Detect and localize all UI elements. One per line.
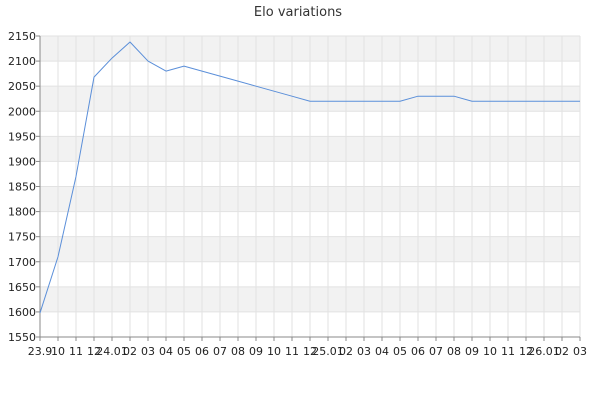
x-tick-label: 03 (141, 345, 155, 358)
x-tick-label: 07 (213, 345, 227, 358)
data-point (201, 70, 204, 73)
data-point (255, 85, 258, 88)
x-tick-label: 25.01 (312, 345, 344, 358)
y-tick-label: 2050 (8, 80, 36, 93)
x-tick-label: 07 (429, 345, 443, 358)
y-tick-label: 1950 (8, 130, 36, 143)
data-point (111, 57, 114, 60)
data-point (579, 100, 582, 103)
data-point (147, 60, 150, 63)
data-point (129, 41, 132, 44)
data-point (417, 95, 420, 98)
y-tick-label: 2000 (8, 105, 36, 118)
x-tick-label: 23.9 (28, 345, 53, 358)
y-tick-label: 1800 (8, 206, 36, 219)
data-point (345, 100, 348, 103)
y-tick-label: 2100 (8, 55, 36, 68)
data-point (237, 80, 240, 83)
data-point (309, 100, 312, 103)
y-tick-label: 1850 (8, 181, 36, 194)
data-point (507, 100, 510, 103)
data-point (525, 100, 528, 103)
y-tick-label: 1750 (8, 231, 36, 244)
x-tick-label: 09 (249, 345, 263, 358)
data-point (543, 100, 546, 103)
x-tick-label: 09 (465, 345, 479, 358)
data-point (363, 100, 366, 103)
data-point (39, 311, 42, 314)
data-point (291, 95, 294, 98)
x-tick-label: 10 (483, 345, 497, 358)
x-tick-label: 08 (447, 345, 461, 358)
x-tick-label: 12 (303, 345, 317, 358)
data-point (471, 100, 474, 103)
grid-lines (39, 35, 581, 338)
x-tick-label: 02 (123, 345, 137, 358)
x-tick-label: 11 (501, 345, 515, 358)
series-line (39, 41, 580, 314)
y-tick-label: 1550 (8, 331, 36, 344)
data-point (381, 100, 384, 103)
x-tick-label: 05 (177, 345, 191, 358)
data-point (273, 90, 276, 93)
x-tick-label: 08 (231, 345, 245, 358)
data-point (165, 70, 168, 73)
data-point (57, 255, 60, 258)
y-tick-label: 1700 (8, 256, 36, 269)
x-tick-label: 10 (51, 345, 65, 358)
x-tick-label: 02 (555, 345, 569, 358)
data-point (399, 100, 402, 103)
data-point (489, 100, 492, 103)
y-tick-label: 1900 (8, 155, 36, 168)
x-tick-label: 11 (69, 345, 83, 358)
x-tick-label: 26.01 (528, 345, 560, 358)
data-point (219, 75, 222, 78)
chart-title: Elo variations (254, 5, 342, 20)
data-point (453, 95, 456, 98)
data-point (93, 76, 96, 79)
x-tick-label: 04 (375, 345, 389, 358)
data-point (435, 95, 438, 98)
y-axis-ticks: 1550 1600 1650 1700 1750 1800 1850 1900 1950 2000… (8, 30, 40, 344)
x-tick-label: 05 (393, 345, 407, 358)
x-tick-label: 02 (339, 345, 353, 358)
x-tick-label: 03 (357, 345, 371, 358)
x-tick-label: 24.01 (96, 345, 128, 358)
data-point (75, 175, 78, 178)
x-tick-label: 06 (411, 345, 425, 358)
data-point (561, 100, 564, 103)
series-layer (39, 41, 582, 314)
y-tick-label: 1600 (8, 306, 36, 319)
x-tick-label: 10 (267, 345, 281, 358)
y-tick-label: 1650 (8, 281, 36, 294)
x-tick-label: 12 (87, 345, 101, 358)
x-tick-label: 12 (519, 345, 533, 358)
y-tick-label: 2150 (8, 30, 36, 43)
x-tick-label: 03 (573, 345, 587, 358)
data-point (327, 100, 330, 103)
x-tick-label: 06 (195, 345, 209, 358)
x-tick-label: 11 (285, 345, 299, 358)
x-tick-label: 04 (159, 345, 173, 358)
data-point (183, 65, 186, 68)
